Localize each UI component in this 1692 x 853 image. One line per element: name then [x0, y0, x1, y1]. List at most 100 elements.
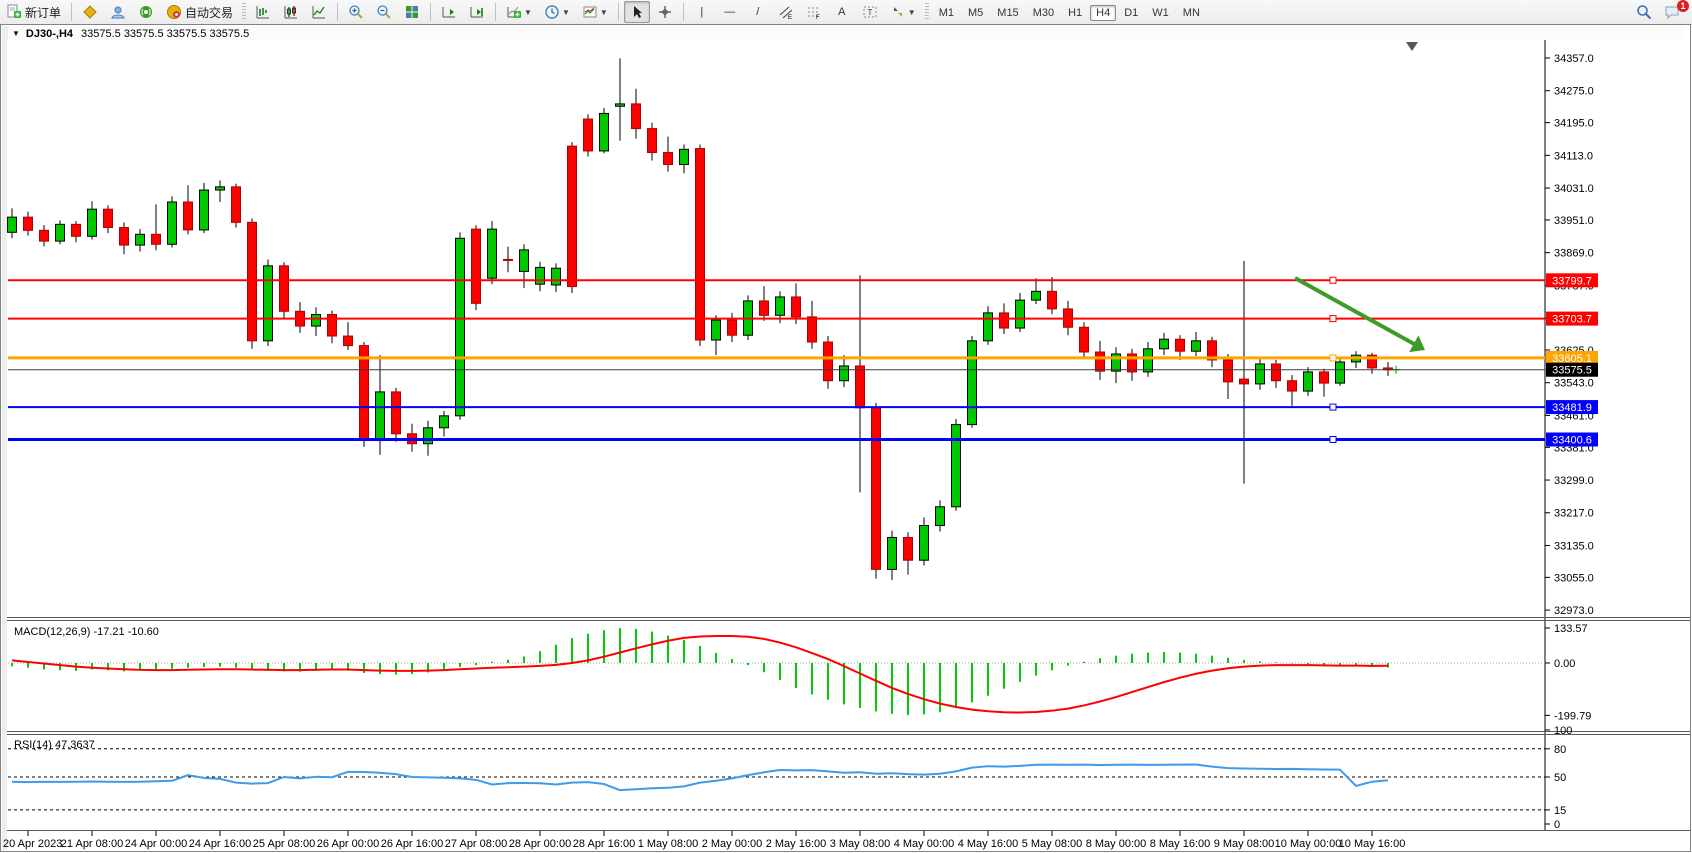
profiles-button[interactable]	[77, 1, 103, 23]
timeframe-MN[interactable]: MN	[1182, 7, 1200, 19]
timeframe-H1[interactable]: H1	[1068, 7, 1083, 19]
cursor-tool-button[interactable]	[623, 1, 650, 23]
candle-body	[695, 148, 705, 341]
search-button[interactable]	[1631, 1, 1657, 23]
candle-down	[1079, 322, 1089, 358]
candle-body	[423, 427, 433, 445]
candle-up	[263, 259, 273, 347]
chart-shift-button[interactable]	[464, 1, 490, 23]
candle-body	[455, 237, 465, 417]
crosshair-icon	[657, 4, 673, 20]
timeframe-M15[interactable]: M15	[997, 7, 1019, 19]
auto-trading-button[interactable]: 自动交易	[161, 1, 238, 23]
signal-icon	[138, 4, 154, 20]
candlestick-chart-button[interactable]	[278, 1, 304, 23]
equidistant-channel-icon: E	[778, 4, 794, 21]
candle-body	[583, 118, 593, 152]
chevron-down-icon: ▼	[907, 7, 916, 17]
candle-body	[807, 316, 817, 343]
candle-body	[487, 228, 497, 279]
date-label: 10 May 16:00	[1339, 838, 1406, 850]
svg-text:F: F	[816, 15, 820, 20]
candle-down	[647, 122, 657, 161]
signal-button[interactable]	[133, 1, 159, 23]
candle-body	[183, 201, 193, 231]
periods-button[interactable]: ▼	[539, 1, 575, 23]
price-line-handle	[1329, 436, 1337, 444]
price-tick-label: 33869.0	[1554, 248, 1594, 260]
tile-windows-button[interactable]	[399, 1, 425, 23]
zoom-out-button[interactable]	[371, 1, 397, 23]
text-icon: A	[838, 6, 846, 18]
candle-up	[1335, 356, 1345, 386]
templates-button[interactable]: ▼	[577, 1, 613, 23]
timeframe-H4[interactable]: H4	[1090, 5, 1117, 21]
chat-badge: 1	[1677, 0, 1689, 12]
timeframe-M1[interactable]: M1	[938, 7, 954, 19]
timeframe-M30[interactable]: M30	[1032, 7, 1055, 19]
new-order-button[interactable]: 新订单	[1, 1, 66, 23]
candle-body	[391, 391, 401, 435]
tile-windows-icon	[404, 4, 420, 20]
auto-scroll-button[interactable]	[436, 1, 462, 23]
candle-up	[1111, 347, 1121, 384]
date-label: 8 May 00:00	[1086, 838, 1147, 850]
candle-body	[919, 525, 929, 561]
horizontal-line-tool[interactable]: —	[717, 1, 743, 23]
trendline-tool[interactable]: /	[745, 1, 771, 23]
new-order-label: 新订单	[25, 5, 62, 20]
timeframe-M5[interactable]: M5	[968, 7, 984, 19]
chat-button[interactable]: 1	[1659, 0, 1689, 23]
price-badge	[1546, 432, 1598, 447]
text-tool[interactable]: A	[829, 1, 855, 23]
price-tick-label: 34195.0	[1554, 118, 1594, 130]
candle-body	[679, 148, 689, 166]
candle-up	[55, 220, 65, 245]
vertical-line-tool[interactable]: |	[689, 1, 715, 23]
candle-down	[39, 225, 49, 247]
community-button[interactable]	[105, 1, 131, 23]
timeframe-D1[interactable]: D1	[1124, 7, 1139, 19]
candle-down	[1223, 353, 1233, 400]
candle-up	[439, 411, 449, 437]
zoom-in-button[interactable]	[343, 1, 369, 23]
candle-body	[1319, 371, 1329, 384]
price-badge-label: 33481.9	[1552, 402, 1592, 414]
text-label-tool[interactable]: T	[857, 1, 883, 23]
timeframe-W1[interactable]: W1	[1152, 7, 1169, 19]
candle-down	[231, 183, 241, 228]
candle-body	[1111, 353, 1121, 372]
main-toolbar: 新订单 自动交易	[0, 0, 1692, 25]
candle-body	[631, 103, 641, 130]
candle-body	[759, 300, 769, 316]
trendline-icon: /	[756, 6, 760, 18]
candle-body	[823, 341, 833, 382]
candle-up	[87, 201, 97, 240]
candle-down	[1287, 375, 1297, 406]
candle-down	[247, 218, 257, 349]
collapse-triangle-icon[interactable]: ▼	[12, 29, 20, 38]
line-chart-button[interactable]	[306, 1, 332, 23]
candle-body	[7, 216, 17, 233]
candle-down	[631, 88, 641, 139]
candle-down	[823, 336, 833, 389]
candle-body	[551, 267, 561, 286]
candle-body	[311, 313, 321, 327]
crosshair-tool-button[interactable]	[652, 1, 678, 23]
candle-body	[1255, 363, 1265, 385]
indicators-button[interactable]: ▼	[501, 1, 537, 23]
price-line-handle	[1329, 403, 1337, 411]
fibonacci-tool[interactable]: F	[801, 1, 827, 23]
candle-body	[439, 415, 449, 429]
candle-down	[1319, 368, 1329, 397]
templates-icon	[582, 4, 598, 20]
equidistant-channel-tool[interactable]: E	[773, 1, 799, 23]
date-label: 21 Apr 08:00	[61, 838, 123, 850]
candle-body	[167, 201, 177, 245]
candle-body	[1031, 290, 1041, 301]
candle-down	[583, 114, 593, 157]
bar-chart-button[interactable]	[250, 1, 276, 23]
arrows-tool[interactable]: ▼	[885, 1, 921, 23]
